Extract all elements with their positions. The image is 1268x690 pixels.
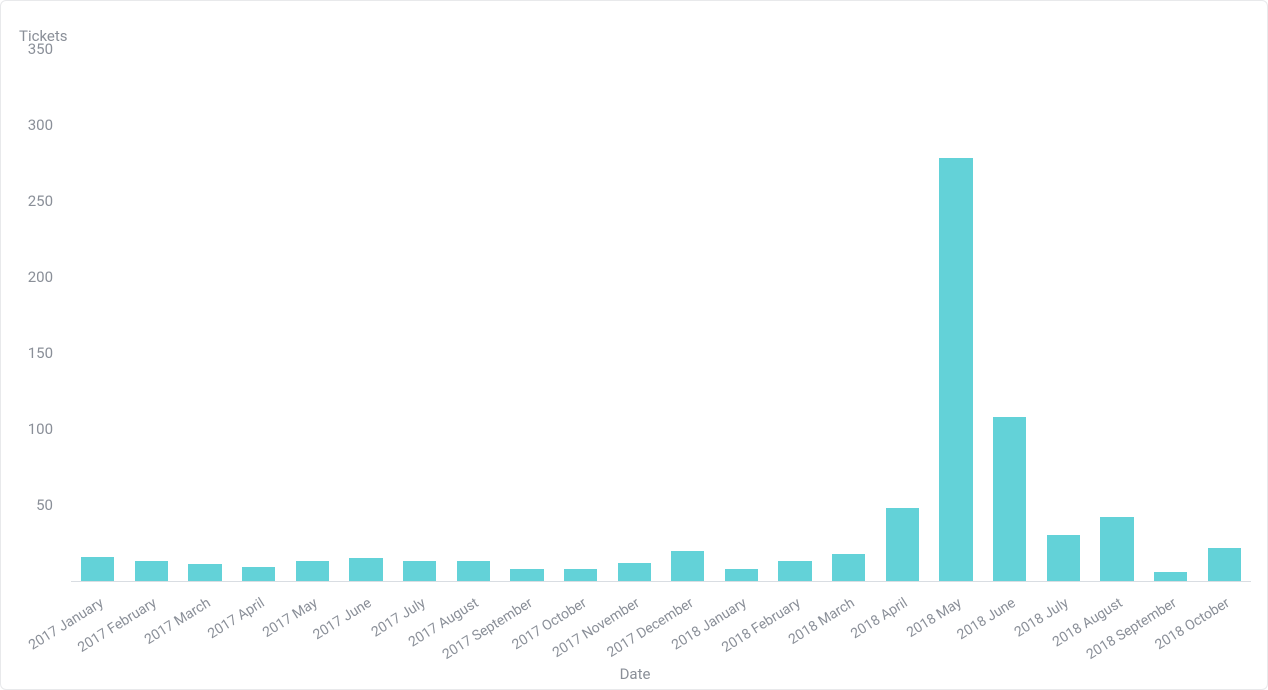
x-tick-label: 2017 April [205, 595, 267, 642]
bar [242, 567, 275, 581]
x-tick-label: 2018 May [904, 595, 964, 641]
y-tick-label: 200 [0, 268, 53, 286]
x-tick-label: 2018 April [849, 595, 911, 642]
y-tick-label: 350 [0, 40, 53, 58]
x-axis-baseline [71, 581, 1251, 582]
x-tick-label: 2017 June [310, 595, 374, 643]
bar [725, 569, 758, 581]
bars-container [71, 49, 1251, 581]
x-tick-label: 2017 May [260, 595, 320, 641]
x-tick-label: 2017 September [440, 595, 536, 663]
tickets-bar-chart: Tickets 050100150200250300350 2017 Janua… [0, 0, 1268, 690]
bar [81, 557, 114, 581]
bar [1154, 572, 1187, 581]
bar [564, 569, 597, 581]
bar [671, 551, 704, 581]
bar [1208, 548, 1241, 581]
bar [1100, 517, 1133, 581]
y-axis-ticks: 050100150200250300350 [1, 49, 61, 581]
bar [618, 563, 651, 581]
bar [939, 158, 972, 581]
bar [1047, 535, 1080, 581]
x-axis-ticks: 2017 January2017 February2017 March2017 … [71, 583, 1251, 653]
bar [296, 561, 329, 581]
x-tick-label: 2018 June [954, 595, 1018, 643]
bar [457, 561, 490, 581]
bar [188, 564, 221, 581]
y-tick-label: 150 [0, 344, 53, 362]
bar [135, 561, 168, 581]
bar [993, 417, 1026, 581]
y-tick-label: 100 [0, 420, 53, 438]
bar [832, 554, 865, 581]
x-tick-label: 2018 September [1083, 595, 1179, 663]
bar [510, 569, 543, 581]
x-axis-title: Date [1, 665, 1268, 683]
bar [886, 508, 919, 581]
plot-area [71, 49, 1251, 581]
bar [403, 561, 436, 581]
bar [349, 558, 382, 581]
y-tick-label: 300 [0, 116, 53, 134]
bar [778, 561, 811, 581]
y-tick-label: 250 [0, 192, 53, 210]
y-tick-label: 50 [0, 496, 53, 514]
